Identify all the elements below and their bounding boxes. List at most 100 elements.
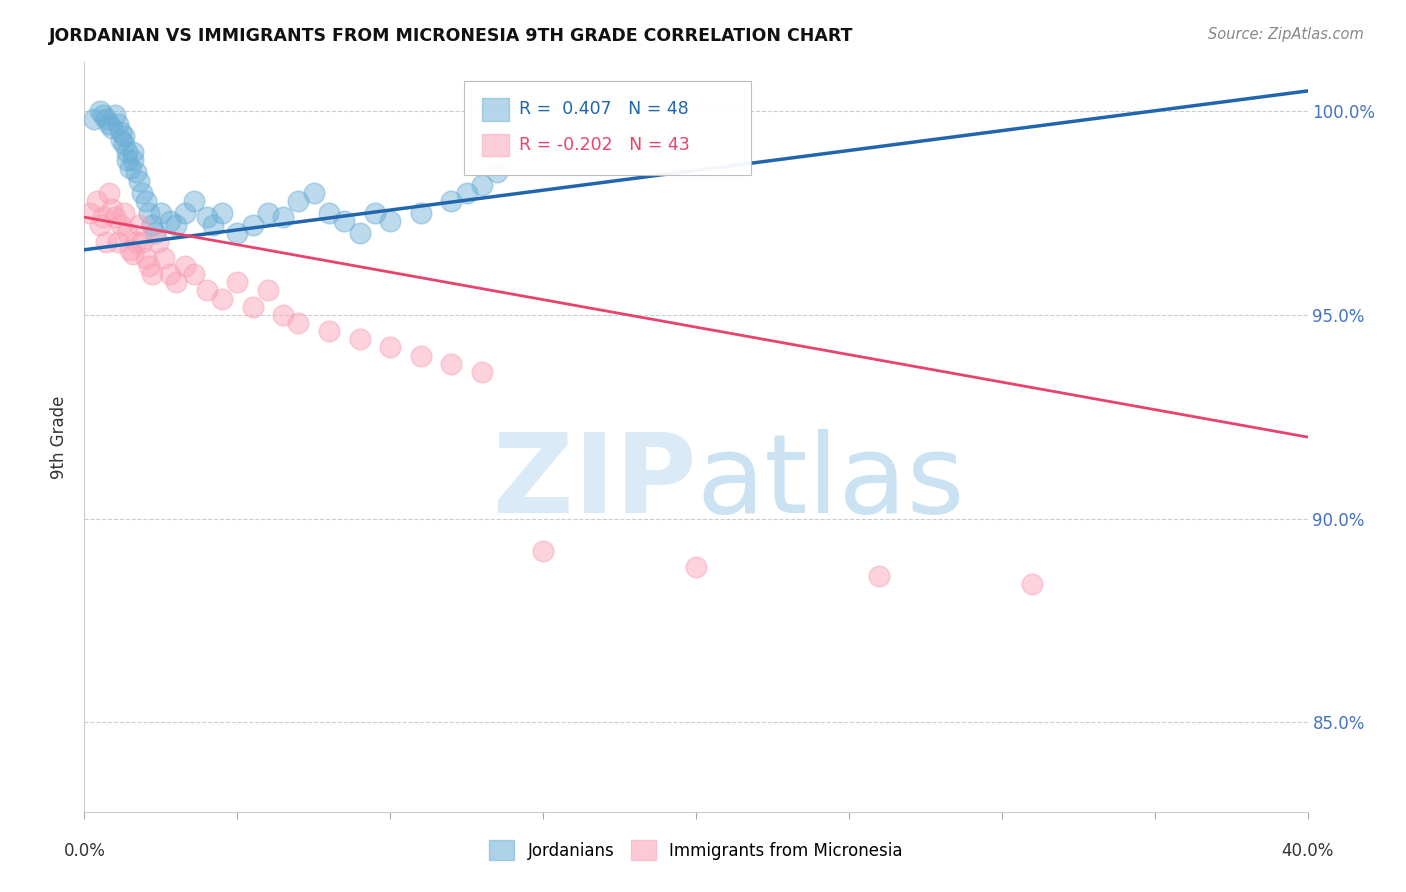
Point: [94, 112, 117, 127]
Point: [456, 186, 478, 200]
Point: [409, 206, 432, 220]
Point: [257, 284, 280, 298]
Point: [318, 324, 340, 338]
Point: [97, 186, 120, 200]
Point: [183, 267, 205, 281]
Point: [242, 300, 264, 314]
Point: [165, 219, 187, 233]
Point: [409, 349, 432, 363]
Point: [471, 178, 494, 192]
Point: [104, 210, 127, 224]
Point: [110, 125, 132, 139]
Point: [195, 284, 218, 298]
Point: [107, 116, 129, 130]
Point: [115, 145, 138, 159]
Text: R = -0.202   N = 43: R = -0.202 N = 43: [519, 136, 689, 153]
Point: [128, 173, 150, 187]
Point: [112, 128, 135, 143]
Point: [122, 247, 145, 261]
Point: [141, 267, 163, 281]
Point: [101, 202, 124, 216]
Point: [122, 153, 145, 168]
Point: [89, 104, 111, 119]
Point: [110, 219, 132, 233]
Point: [107, 235, 129, 249]
Point: [257, 206, 280, 220]
Point: [159, 267, 181, 281]
Point: [302, 186, 325, 200]
Point: [869, 568, 891, 582]
Point: [120, 161, 142, 176]
Point: [112, 206, 135, 220]
FancyBboxPatch shape: [464, 81, 751, 175]
Point: [135, 251, 157, 265]
Point: [131, 186, 153, 200]
Point: [125, 165, 148, 179]
Point: [440, 194, 463, 208]
Point: [349, 227, 371, 241]
Point: [141, 219, 163, 233]
Point: [112, 136, 135, 151]
Point: [242, 219, 264, 233]
Point: [159, 214, 181, 228]
Point: [138, 259, 160, 273]
Point: [287, 194, 309, 208]
Point: [1021, 576, 1043, 591]
Point: [165, 276, 187, 290]
Point: [91, 108, 114, 122]
Point: [143, 227, 166, 241]
Text: 40.0%: 40.0%: [1281, 842, 1334, 860]
Point: [486, 165, 509, 179]
Text: ZIP: ZIP: [492, 428, 696, 535]
Point: [685, 560, 707, 574]
Point: [183, 194, 205, 208]
Point: [79, 206, 101, 220]
Point: [440, 357, 463, 371]
Point: [122, 145, 145, 159]
Point: [211, 292, 233, 306]
Text: Source: ZipAtlas.com: Source: ZipAtlas.com: [1208, 27, 1364, 42]
Point: [287, 316, 309, 330]
Text: JORDANIAN VS IMMIGRANTS FROM MICRONESIA 9TH GRADE CORRELATION CHART: JORDANIAN VS IMMIGRANTS FROM MICRONESIA …: [49, 27, 853, 45]
Point: [91, 210, 114, 224]
Point: [271, 210, 294, 224]
Point: [333, 214, 356, 228]
Text: R =  0.407   N = 48: R = 0.407 N = 48: [519, 100, 689, 118]
Point: [83, 112, 105, 127]
Point: [131, 235, 153, 249]
Point: [94, 235, 117, 249]
Point: [110, 133, 132, 147]
Point: [89, 219, 111, 233]
Point: [531, 544, 554, 558]
Point: [174, 206, 197, 220]
Point: [201, 219, 224, 233]
Point: [149, 206, 172, 220]
Text: 0.0%: 0.0%: [63, 842, 105, 860]
Point: [97, 116, 120, 130]
Point: [226, 276, 249, 290]
Point: [104, 108, 127, 122]
Point: [128, 219, 150, 233]
Point: [318, 206, 340, 220]
Bar: [482, 134, 509, 156]
Point: [349, 332, 371, 346]
Point: [195, 210, 218, 224]
Point: [226, 227, 249, 241]
Point: [135, 194, 157, 208]
Point: [174, 259, 197, 273]
Point: [138, 206, 160, 220]
Legend: Jordanians, Immigrants from Micronesia: Jordanians, Immigrants from Micronesia: [482, 833, 910, 867]
Point: [101, 120, 124, 135]
Point: [380, 341, 402, 355]
Point: [380, 214, 402, 228]
Point: [86, 194, 108, 208]
Bar: [482, 98, 509, 121]
Point: [364, 206, 387, 220]
Y-axis label: 9th Grade: 9th Grade: [51, 395, 69, 479]
Point: [115, 227, 138, 241]
Point: [146, 235, 169, 249]
Point: [211, 206, 233, 220]
Point: [153, 251, 176, 265]
Point: [115, 153, 138, 168]
Point: [120, 243, 142, 257]
